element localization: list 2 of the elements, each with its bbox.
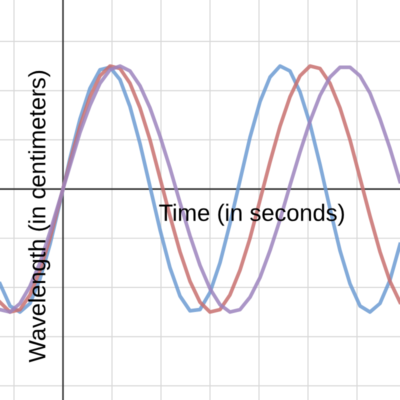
y-axis-title: Wavelength (in centimeters) bbox=[28, 70, 50, 362]
x-axis-title: Time (in seconds) bbox=[159, 204, 344, 226]
